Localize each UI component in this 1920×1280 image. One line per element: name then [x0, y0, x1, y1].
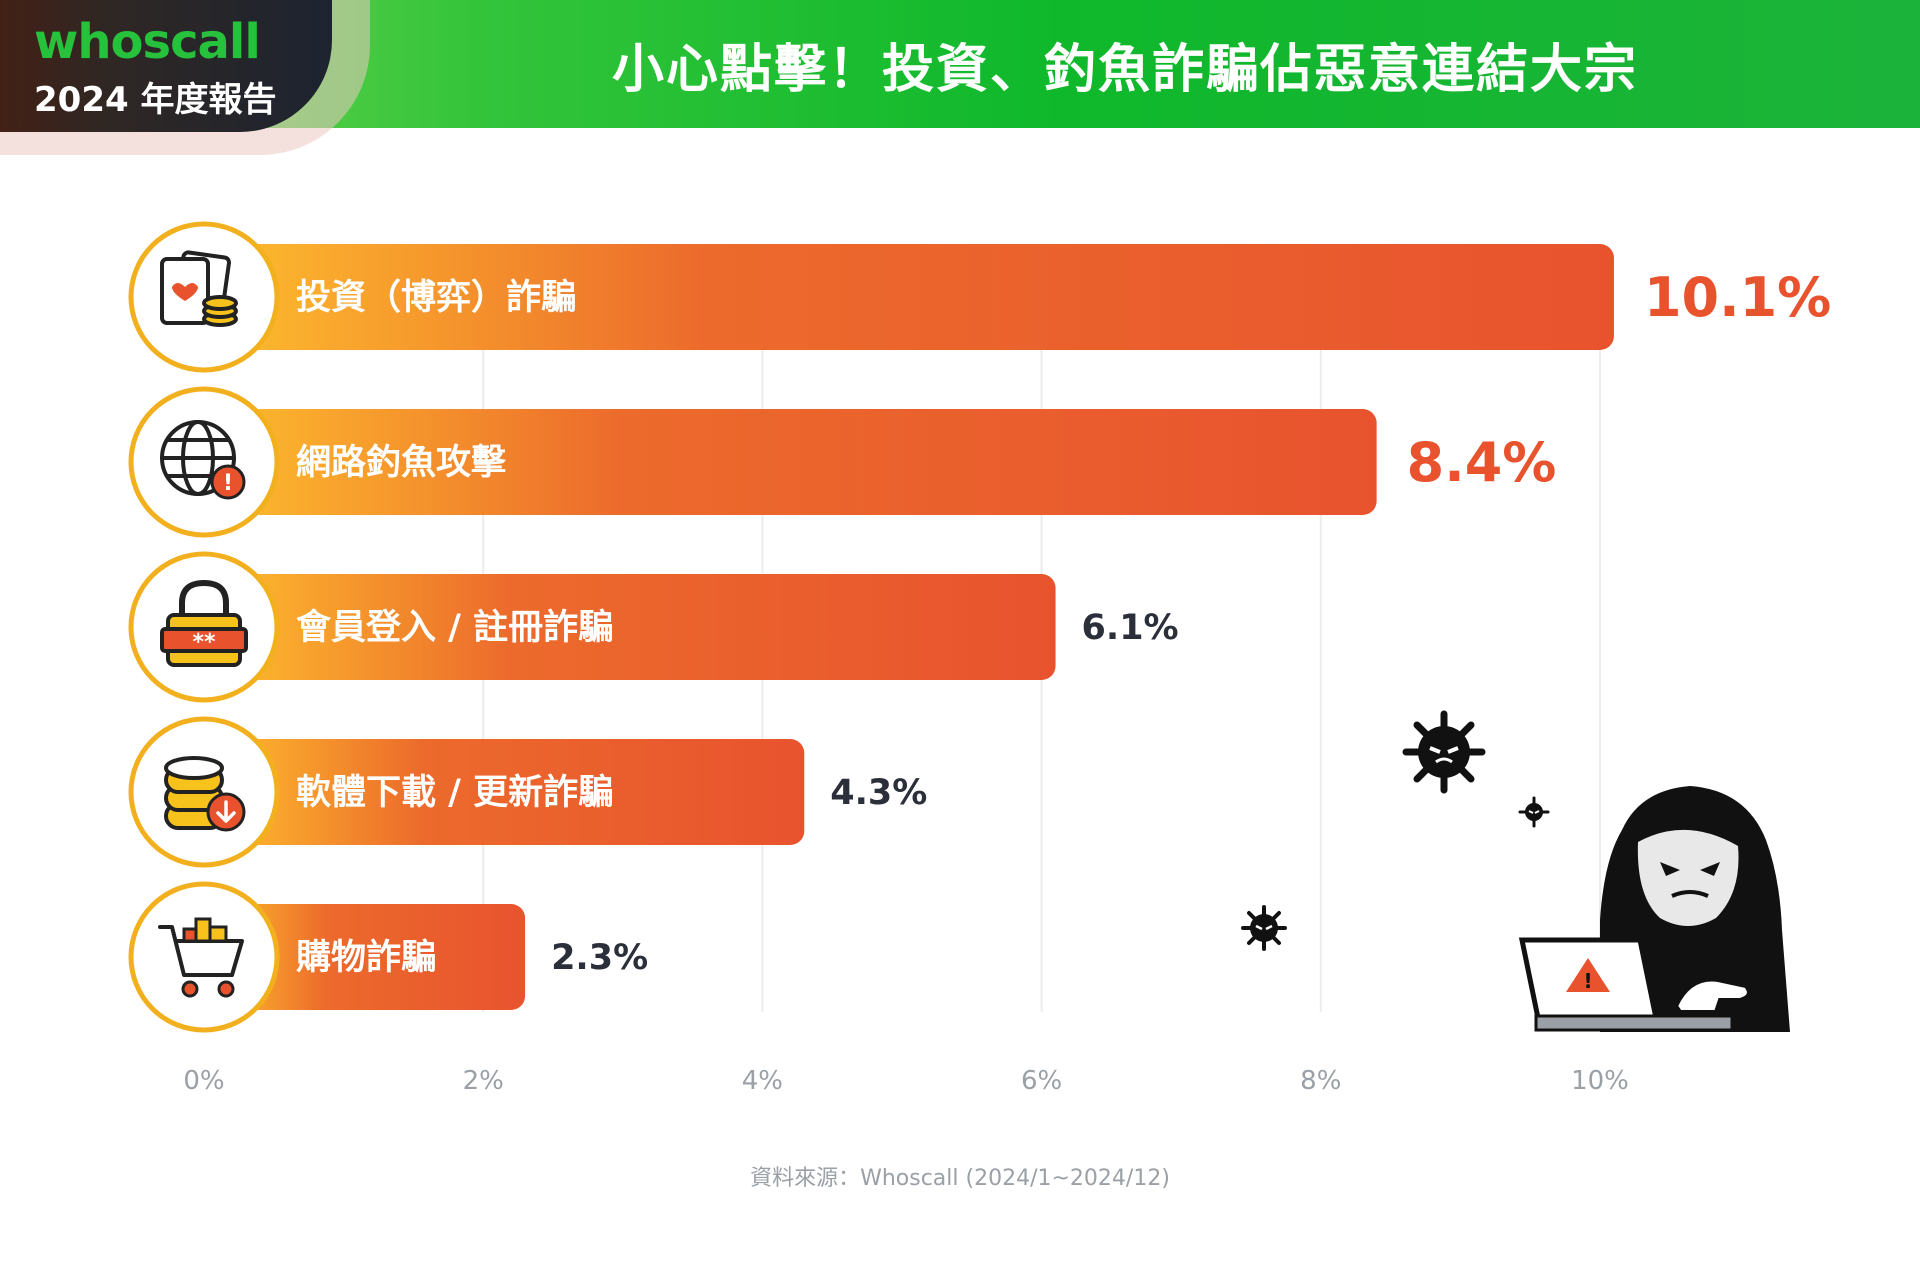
x-tick-label: 2%: [463, 1066, 504, 1096]
database-download-icon: [128, 716, 280, 868]
x-axis-ticks: 0% 2% 4% 6% 8% 10%: [183, 1066, 1629, 1096]
bar: [220, 244, 1614, 350]
category-label: 軟體下載 / 更新詐騙: [296, 773, 613, 813]
category-label: 投資（博弈）詐騙: [296, 277, 576, 318]
report-year-label: 2024 年度報告: [34, 80, 277, 120]
shopping-cart-icon: [128, 881, 280, 1033]
value-labels: 10.1% 8.4% 6.1% 4.3% 2.3%: [551, 266, 1831, 978]
svg-text:**: **: [192, 630, 216, 655]
page-title: 小心點擊！投資、釣魚詐騙佔惡意連結大宗: [611, 39, 1638, 100]
svg-text:!: !: [1583, 969, 1592, 993]
value-label: 8.4%: [1407, 431, 1557, 494]
logo-badge: [0, 0, 332, 132]
bar: [220, 409, 1377, 515]
virus-icon: [1402, 710, 1486, 794]
bars: [220, 244, 1614, 1010]
padlock-password-icon: **: [128, 551, 280, 703]
bar: [220, 739, 805, 845]
category-label: 網路釣魚攻擊: [296, 443, 507, 483]
x-tick-label: 8%: [1300, 1066, 1341, 1096]
category-label: 購物詐騙: [296, 938, 436, 978]
cards-coins-icon: [128, 221, 280, 373]
hacker-illustration-icon: !: [1241, 710, 1790, 1032]
bar: [220, 574, 1056, 680]
x-tick-label: 6%: [1021, 1066, 1062, 1096]
value-label: 6.1%: [1082, 608, 1179, 648]
svg-text:!: !: [223, 471, 233, 496]
category-label: 會員登入 / 註冊詐騙: [296, 608, 613, 648]
bar: [220, 904, 526, 1010]
virus-icon: [1241, 905, 1287, 951]
value-label: 10.1%: [1644, 266, 1831, 329]
category-icons: ! **: [128, 221, 280, 1033]
x-tick-label: 0%: [183, 1066, 224, 1096]
source-note: 資料來源：Whoscall (2024/1~2024/12): [750, 1166, 1170, 1191]
x-tick-label: 4%: [742, 1066, 783, 1096]
brand-logo: whoscall: [34, 14, 261, 70]
x-tick-label: 10%: [1571, 1066, 1629, 1096]
globe-alert-icon: !: [128, 386, 280, 538]
value-label: 4.3%: [830, 773, 927, 813]
virus-icon: [1518, 796, 1550, 828]
value-label: 2.3%: [551, 938, 648, 978]
